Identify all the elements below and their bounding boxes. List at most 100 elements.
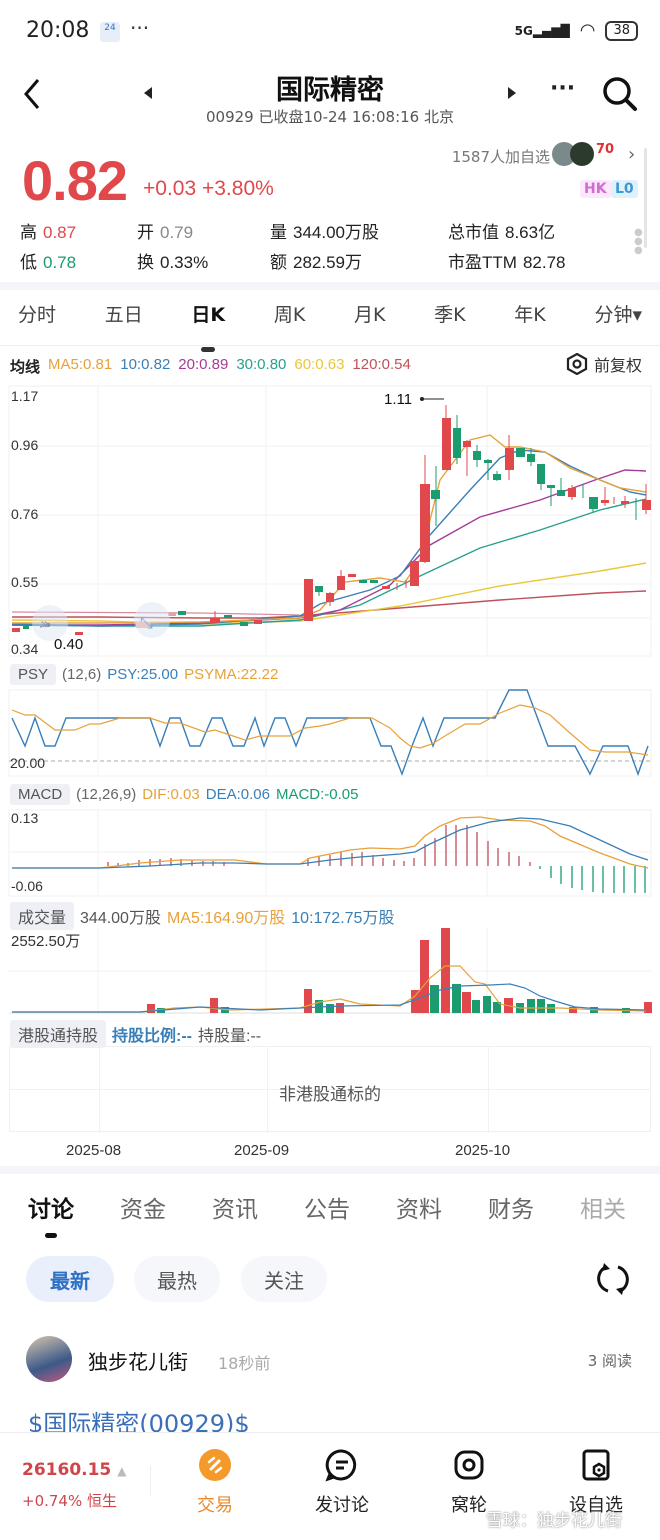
tab-five-day[interactable]: 五日	[104, 304, 143, 326]
filter-following[interactable]: 关注	[241, 1256, 327, 1302]
y-tick: 1.17	[11, 388, 39, 404]
watchers-count[interactable]: 1587人加自选	[451, 148, 550, 166]
tab-quarterly-k[interactable]: 季K	[434, 304, 466, 326]
trade-icon	[199, 1449, 231, 1481]
refresh-icon[interactable]	[594, 1260, 632, 1298]
ma5-value: MA5:0.81	[48, 356, 113, 373]
author-avatar[interactable]	[26, 1336, 72, 1382]
prev-stock-icon[interactable]	[142, 86, 154, 100]
macd-value: MACD:-0.05	[275, 786, 359, 803]
tab-minute-dropdown[interactable]: 分钟▾	[594, 304, 642, 326]
stat-pe-ttm: 市盈TTM 82.78	[448, 253, 566, 272]
macd-tab[interactable]: MACD	[10, 784, 71, 805]
tab-news[interactable]: 资讯	[212, 1197, 258, 1223]
up-arrow-icon: ▲	[117, 1464, 127, 1478]
tab-yearly-k[interactable]: 年K	[514, 304, 546, 326]
hexagon-settings-icon	[566, 353, 588, 375]
tab-monthly-k[interactable]: 月K	[353, 304, 386, 326]
ma-legend-title: 均线	[10, 359, 41, 376]
tab-capital[interactable]: 资金	[120, 1197, 166, 1223]
macd-bottom-tick: -0.06	[11, 878, 43, 894]
warrants-button[interactable]: 窝轮	[424, 1448, 514, 1517]
trade-button[interactable]: 交易	[170, 1448, 260, 1517]
y-tick: 0.76	[11, 506, 39, 522]
tab-weekly-k[interactable]: 周K	[273, 304, 306, 326]
tab-intraday[interactable]: 分时	[18, 304, 57, 326]
stat-volume: 量 344.00万股	[270, 223, 379, 242]
psy-tab[interactable]: PSY	[10, 664, 57, 685]
search-icon[interactable]	[602, 76, 638, 112]
tab-announcements[interactable]: 公告	[304, 1197, 350, 1223]
tab-discussion[interactable]: 讨论	[28, 1190, 74, 1224]
volume-ma5: MA5:164.90万股	[166, 910, 286, 927]
ma120-value: 120:0.54	[352, 356, 411, 373]
section-divider	[0, 282, 660, 290]
stock-header: 国际精密 00929 已收盘10-24 16:08:16 北京 ···	[0, 62, 660, 132]
filter-latest[interactable]: 最新	[26, 1256, 114, 1302]
volume-tab[interactable]: 成交量	[10, 902, 75, 930]
kline-chart[interactable]: » ⤡	[0, 380, 660, 660]
section-divider	[0, 1166, 660, 1174]
tab-related[interactable]: 相关	[580, 1197, 626, 1223]
ma-legend: 均线 MA5:0.81 10:0.82 20:0.89 30:0.80 60:0…	[10, 356, 411, 377]
psy-params: (12,6)	[62, 666, 102, 683]
macd-chart[interactable]	[0, 808, 660, 900]
tab-daily-k[interactable]: 日K	[191, 300, 225, 340]
hk-connect-chart: 非港股通标的	[9, 1046, 651, 1133]
price-adjust-button[interactable]: 前复权	[566, 352, 642, 376]
chat-bubble-icon	[325, 1449, 357, 1482]
more-icon[interactable]: ···	[550, 76, 576, 101]
tab-financials[interactable]: 财务	[488, 1197, 534, 1223]
max-price-marker: 1.11	[384, 391, 413, 408]
signal-icon: 5G▂▄▆█	[514, 23, 570, 38]
tab-profile[interactable]: 资料	[396, 1197, 442, 1223]
macd-header: MACD (12,26,9) DIF:0.03 DEA:0.06 MACD:-0…	[10, 784, 359, 805]
author-name[interactable]: 独步花儿街	[88, 1350, 188, 1374]
macd-top-tick: 0.13	[11, 810, 39, 826]
chevron-right-icon[interactable]: ›	[628, 144, 636, 165]
hk-connect-header: 港股通持股 持股比例:-- 持股量:--	[10, 1020, 261, 1048]
macd-params: (12,26,9)	[76, 786, 137, 803]
watermark: 雪球：独步花儿街	[486, 1511, 622, 1531]
hk-connect-tab[interactable]: 港股通持股	[10, 1020, 107, 1048]
dea-value: DEA:0.06	[205, 786, 270, 803]
ma60-value: 60:0.63	[294, 356, 345, 373]
level-badge: L0	[611, 180, 638, 198]
add-watchlist-button[interactable]: 设自选	[551, 1448, 641, 1517]
period-tabs: 分时 五日 日K 周K 月K 季K 年K 分钟▾	[0, 300, 660, 340]
bottom-toolbar	[0, 1432, 660, 1540]
x-tick: 2025-09	[234, 1142, 290, 1159]
dif-value: DIF:0.03	[142, 786, 200, 803]
battery-icon: 38	[605, 20, 638, 41]
volume-header: 成交量 344.00万股 MA5:164.90万股 10:172.75万股	[10, 902, 394, 930]
ma10-value: 10:0.82	[120, 356, 171, 373]
stat-market-cap: 总市值 8.63亿	[448, 223, 556, 242]
divider	[150, 1466, 151, 1496]
back-icon[interactable]	[22, 78, 42, 110]
min-price-marker: 0.40	[54, 636, 84, 653]
index-ticker[interactable]: 26160.15 ▲	[22, 1460, 127, 1480]
content-tabs: 讨论 资金 资讯 公告 资料 财务 相关	[28, 1190, 626, 1224]
post-discussion-button[interactable]: 发讨论	[297, 1448, 387, 1517]
holding-ratio: 持股比例:--	[112, 1028, 193, 1045]
empty-state-text: 非港股通标的	[279, 1085, 381, 1105]
psy-chart[interactable]	[0, 688, 660, 780]
psy-reference-label: 20.00	[10, 755, 46, 771]
market-badge-hk: HK	[580, 180, 611, 198]
psyma-value: PSYMA:22.22	[184, 666, 279, 683]
volume-chart[interactable]	[0, 926, 660, 1018]
market-status: 00929 已收盘10-24 16:08:16 北京	[206, 108, 454, 126]
next-stock-icon[interactable]	[506, 86, 518, 100]
filter-hot[interactable]: 最热	[134, 1256, 220, 1302]
ma30-value: 30:0.80	[236, 356, 287, 373]
divider	[0, 345, 660, 346]
wifi-icon: ◠	[579, 20, 596, 41]
expand-handle-icon[interactable]: ● ● ●	[634, 227, 643, 256]
svg-text:»: »	[40, 614, 50, 633]
volume-ma10: 10:172.75万股	[291, 910, 395, 927]
x-tick: 2025-08	[66, 1142, 122, 1159]
y-tick: 0.96	[11, 437, 39, 453]
watcher-avatars[interactable]: 70	[552, 142, 614, 166]
watchlist-icon	[582, 1449, 610, 1481]
stat-high: 高 0.87	[20, 223, 77, 242]
